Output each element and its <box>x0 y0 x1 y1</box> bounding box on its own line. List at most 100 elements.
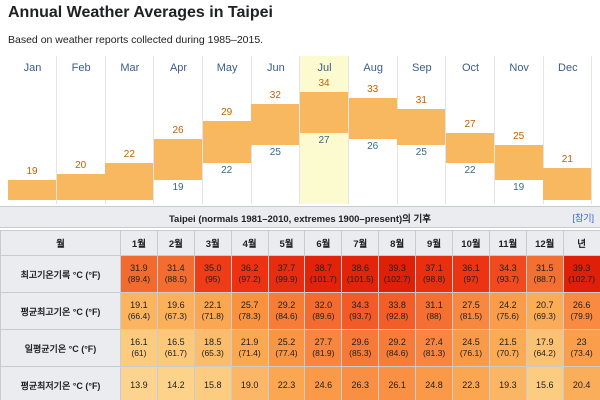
high-value-label: 32 <box>269 89 281 101</box>
month-header: 12월 <box>525 230 564 256</box>
celsius-value: 36.1 <box>462 263 480 273</box>
celsius-value: 29.6 <box>351 337 370 347</box>
table-cell: 39.3 (102.7) <box>562 255 600 293</box>
temperature-bar <box>543 168 592 200</box>
table-row: 일평균기온 °C (°F) 16.1 (61) 16.5 (61.7) 18.5 (65.3… <box>0 329 600 367</box>
fahrenheit-value: (84.6) <box>275 311 298 321</box>
month-header: 10월 <box>452 230 490 256</box>
row-label: 일평균기온 °C (°F) <box>0 329 121 367</box>
fahrenheit-value: (97.2) <box>238 274 261 284</box>
table-cell: 33.8 (92.8) <box>378 292 417 330</box>
high-value-label: 34 <box>318 77 330 89</box>
low-value-label: 25 <box>415 146 427 158</box>
month-header: 11월 <box>488 230 527 256</box>
temperature-bar <box>56 174 105 200</box>
fahrenheit-value: (61) <box>131 348 147 358</box>
fahrenheit-value: (97) <box>463 274 479 284</box>
celsius-value: 36.2 <box>240 263 259 273</box>
temperature-bar <box>8 180 56 200</box>
low-value-label: 19 <box>513 182 525 194</box>
reference-link[interactable]: [참기] <box>572 213 594 223</box>
fahrenheit-value: (93.7) <box>349 311 372 321</box>
chart-column-sep: Sep 31 25 <box>397 56 447 204</box>
celsius-value: 19.0 <box>240 379 259 390</box>
chart-column-feb: Feb 20 <box>56 56 106 204</box>
month-header: 2월 <box>156 230 195 256</box>
chart-column-dec: Dec 21 <box>543 56 593 204</box>
table-cell: 15.6 <box>525 366 564 400</box>
chart-column-mar: Mar 22 <box>105 56 155 204</box>
celsius-value: 29.2 <box>388 337 406 347</box>
table-cell: 38.6 (101.5) <box>341 255 380 293</box>
celsius-value: 26.3 <box>351 379 370 390</box>
row-label: 최고기온기록 °C (°F) <box>0 255 121 293</box>
temperature-bar <box>348 97 397 139</box>
month-header: 6월 <box>304 230 343 256</box>
chart-column-apr: Apr 26 19 <box>154 56 203 204</box>
celsius-value: 38.7 <box>314 263 333 273</box>
celsius-value: 20.4 <box>572 379 591 390</box>
table-cell: 34.3 (93.7) <box>488 255 527 293</box>
table-cell: 36.2 (97.2) <box>230 255 269 293</box>
page-title: Annual Weather Averages in Taipei <box>8 4 273 21</box>
celsius-value: 21.9 <box>240 337 259 347</box>
fahrenheit-value: (64.2) <box>533 348 556 358</box>
table-cell: 26.6 (79.9) <box>562 292 600 330</box>
celsius-value: 38.6 <box>351 263 370 273</box>
fahrenheit-value: (89.6) <box>312 311 335 321</box>
table-cell: 37.7 (99.9) <box>267 255 306 293</box>
high-value-label: 20 <box>75 160 87 172</box>
temperature-bar <box>202 121 251 163</box>
table-cell: 27.5 (81.5) <box>452 292 490 330</box>
page-subtitle: Based on weather reports collected durin… <box>8 34 264 46</box>
temperature-bar <box>446 133 494 163</box>
table-cell: 29.2 (84.6) <box>378 329 417 367</box>
month-label: Oct <box>461 62 480 74</box>
table-cell: 22.3 <box>452 366 490 400</box>
celsius-value: 16.5 <box>167 337 185 347</box>
celsius-value: 19.1 <box>130 300 148 310</box>
table-cell: 23 (73.4) <box>562 329 600 367</box>
high-value-label: 29 <box>221 107 233 119</box>
celsius-value: 17.9 <box>535 337 554 347</box>
table-cell: 19.3 <box>488 366 527 400</box>
chart-column-jun: Jun 32 25 <box>251 56 301 204</box>
celsius-value: 22.1 <box>203 300 222 310</box>
month-header: 4월 <box>230 230 269 256</box>
celsius-value: 24.2 <box>499 300 517 310</box>
celsius-value: 31.4 <box>167 263 185 273</box>
table-cell: 16.5 (61.7) <box>156 329 195 367</box>
table-cell: 17.9 (64.2) <box>525 329 564 367</box>
temperature-bar <box>397 109 446 145</box>
table-cell: 29.6 (85.3) <box>341 329 380 367</box>
celsius-value: 23 <box>576 337 587 347</box>
table-caption: Taipei (normals 1981–2010, extremes 1900… <box>0 206 600 228</box>
table-cell: 25.2 (77.4) <box>267 329 306 367</box>
table-cell: 16.1 (61) <box>120 329 158 367</box>
celsius-value: 34.3 <box>499 263 517 273</box>
celsius-value: 15.6 <box>535 379 554 390</box>
table-cell: 20.7 (69.3) <box>525 292 564 330</box>
celsius-value: 20.7 <box>535 300 554 310</box>
celsius-value: 18.5 <box>203 337 222 347</box>
month-header: 5월 <box>267 230 306 256</box>
table-cell: 25.7 (78.3) <box>230 292 269 330</box>
celsius-value: 26.6 <box>572 300 591 310</box>
high-value-label: 25 <box>513 130 525 142</box>
fahrenheit-value: (65.3) <box>201 348 224 358</box>
fahrenheit-value: (95) <box>205 274 221 284</box>
month-label: Dec <box>558 62 578 74</box>
celsius-value: 27.5 <box>462 300 480 310</box>
fahrenheit-value: (66.4) <box>127 311 151 321</box>
chart-column-jul: Jul 34 27 <box>300 56 349 204</box>
celsius-value: 24.8 <box>425 379 443 390</box>
temperature-bar <box>300 91 348 134</box>
celsius-value: 34.3 <box>351 300 370 310</box>
celsius-value: 15.8 <box>203 379 222 390</box>
month-label: Jun <box>266 62 285 74</box>
low-value-label: 27 <box>318 135 330 147</box>
celsius-value: 31.9 <box>130 263 148 273</box>
fahrenheit-value: (81.5) <box>459 311 483 321</box>
table-cell: 24.8 <box>415 366 454 400</box>
fahrenheit-value: (88.5) <box>164 274 187 284</box>
